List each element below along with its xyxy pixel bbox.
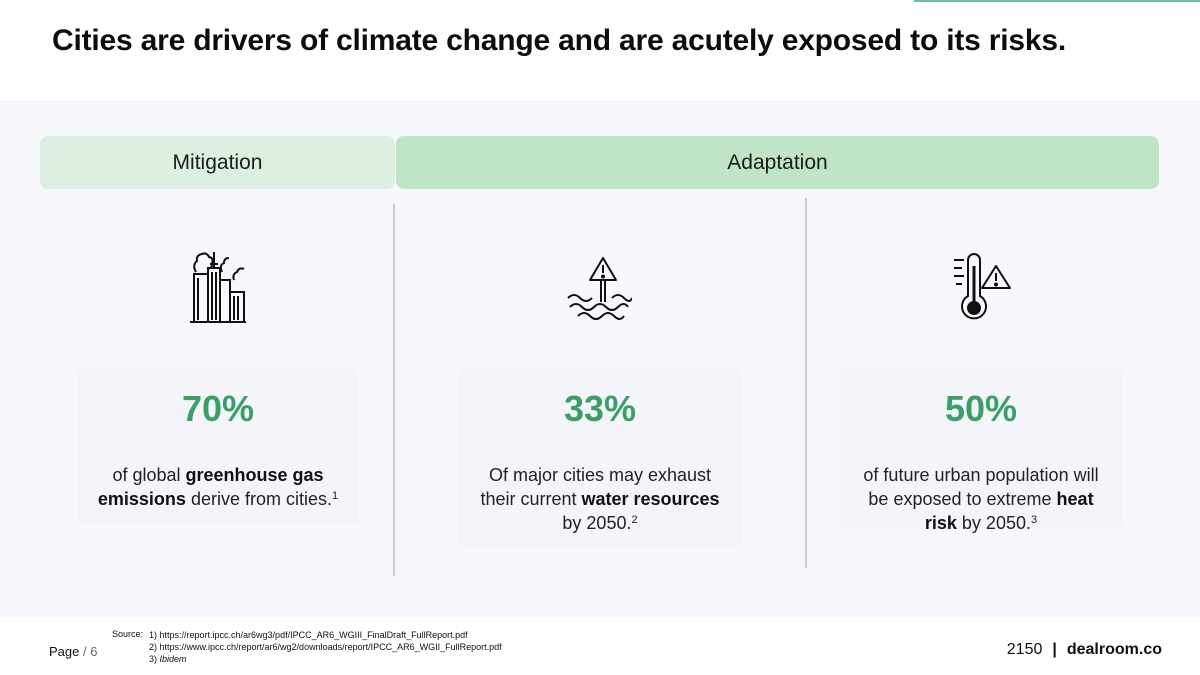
footnote-ref: 3	[1030, 514, 1038, 526]
brand-logo: 2150 | dealroom.co	[1006, 641, 1162, 658]
column-divider-2	[805, 198, 807, 568]
stat-value: 33%	[563, 388, 637, 429]
tab-adaptation-label: Adaptation	[727, 150, 828, 174]
tab-adaptation: Adaptation	[396, 136, 1159, 189]
stat-card-emissions: 70% of global greenhouse gas emissions d…	[78, 368, 358, 524]
tab-mitigation-label: Mitigation	[172, 150, 263, 174]
footnote-ref: 2	[631, 514, 638, 526]
source-item: 3) Ibidem	[149, 654, 187, 664]
source-item: 2) https://www.ipcc.ch/report/ar6/wg2/do…	[149, 642, 502, 652]
brand-2150: 2150	[1006, 641, 1043, 658]
page-title: Cities are drivers of climate change and…	[52, 24, 1066, 57]
thermometer-warning-icon	[954, 253, 1011, 320]
stat-description: of global greenhouse gas emissions deriv…	[97, 465, 339, 509]
column-divider-1	[393, 204, 395, 576]
stat-description: of future urban population will be expos…	[863, 465, 1099, 533]
stat-value: 70%	[181, 388, 255, 429]
source-label: Source:	[112, 629, 144, 639]
source-list: 1) https://report.ipcc.ch/ar6wg3/pdf/IPC…	[149, 629, 502, 665]
tab-mitigation: Mitigation	[40, 136, 395, 189]
stat-card-heat: 50% of future urban population will be e…	[840, 368, 1122, 533]
stat-description: Of major cities may exhaust their curren…	[480, 465, 720, 533]
flood-warning-icon	[567, 257, 632, 320]
page-number: Page / 6	[49, 644, 98, 659]
footer-bar	[0, 618, 1186, 675]
stat-card-water: 33% Of major cities may exhaust their cu…	[458, 368, 742, 546]
brand-dealroom: dealroom.co	[1066, 641, 1162, 658]
footnote-ref: 1	[331, 490, 339, 502]
source-item: 1) https://report.ipcc.ch/ar6wg3/pdf/IPC…	[149, 630, 468, 640]
factory-pollution-icon	[190, 252, 246, 323]
stat-value: 50%	[944, 388, 1018, 429]
top-accent-line	[914, 0, 1200, 2]
